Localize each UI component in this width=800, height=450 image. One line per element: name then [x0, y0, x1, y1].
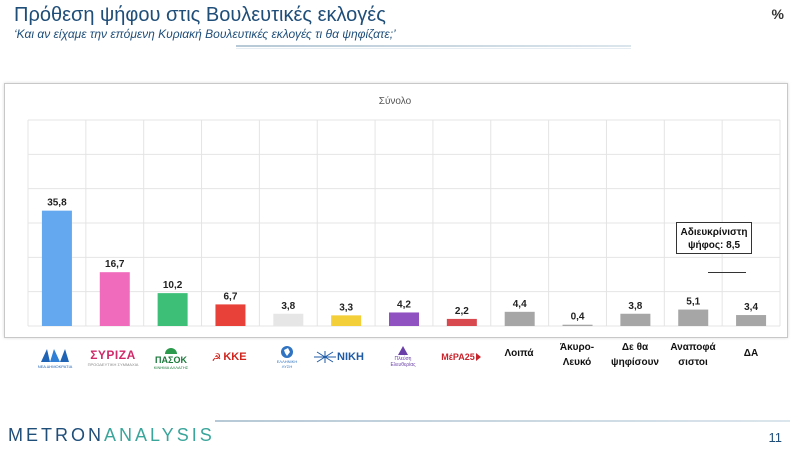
- x-label-akyro-line2: Λευκό: [562, 357, 592, 368]
- bar-4: [215, 304, 246, 326]
- callout-rule: [708, 272, 746, 273]
- bar-10: [562, 324, 593, 326]
- x-label-akyro-line1: Άκυρο-: [559, 342, 595, 353]
- x-label-de-line1: Δε θα: [621, 342, 649, 353]
- mera25-logo-text: ΜέΡΑ25: [441, 352, 475, 362]
- bar-5: [273, 313, 304, 326]
- pasok-logo-text: ΠΑΣΟΚ: [155, 354, 187, 365]
- nd-logo-subtext: ΝΕΑ ΔΗΜΟΚΡΑΤΙΑ: [37, 363, 73, 369]
- chart-bars: [41, 210, 767, 326]
- value-label-6: 3,3: [339, 302, 353, 313]
- pasok-logo: ΠΑΣΟΚ ΚΙΝΗΜΑ ΑΛΛΑΓΗΣ: [142, 340, 200, 374]
- greece-map-icon: [281, 346, 293, 358]
- value-label-12: 5,1: [686, 297, 700, 308]
- x-label-loipa: Λοιπά: [504, 348, 534, 359]
- x-label-de-tha: Δε θα ψηφίσουν: [606, 340, 664, 370]
- brand-part-a: METRON: [8, 425, 104, 445]
- value-label-9: 4,4: [513, 299, 527, 310]
- pasok-logo-subtext: ΚΙΝΗΜΑ ΑΛΛΑΓΗΣ: [153, 364, 189, 370]
- bar-1: [41, 210, 72, 326]
- plefsi-logo: Πλεύση Ελευθερίας: [374, 340, 432, 374]
- value-label-3: 10,2: [163, 280, 183, 291]
- kke-logo-text: ΚΚΕ: [223, 351, 247, 363]
- bar-7: [389, 312, 419, 326]
- mera25-logo: ΜέΡΑ25: [432, 340, 490, 374]
- bar-13: [736, 315, 767, 326]
- x-label-akyro: Άκυρο- Λευκό: [548, 340, 606, 370]
- niki-logo-text: ΝΙΚΗ: [337, 351, 364, 363]
- sail-icon: [398, 346, 408, 355]
- chart-panel: [4, 83, 788, 338]
- value-label-2: 16,7: [105, 259, 125, 270]
- elliniki-lysi-logo: ΕΛΛΗΝΙΚΗ ΛΥΣΗ: [258, 340, 316, 374]
- hammer-sickle-icon: ☭: [211, 351, 222, 364]
- chart-value-labels: 35,8 16,7 10,2 6,7 3,8 3,3 4,2 2,2 4,4 0,4 3,8 5,1 3…: [47, 198, 758, 323]
- footer-rule: [215, 420, 790, 422]
- page-title: Πρόθεση ψήφου στις Βουλευτικές εκλογές: [14, 4, 386, 26]
- unit-label: %: [771, 6, 784, 22]
- syriza-logo: ΣΥΡΙΖΑ ΠΡΟΟΔΕΥΤΙΚΗ ΣΥΜΜΑΧΙΑ: [84, 340, 142, 374]
- syriza-logo-subtext: ΠΡΟΟΔΕΥΤΙΚΗ ΣΥΜΜΑΧΙΑ: [87, 361, 139, 367]
- star-emblem-icon: [314, 351, 337, 363]
- annotation-callout: Αδιευκρίνιστη ψήφος: 8,5: [676, 222, 752, 254]
- bar-3: [157, 293, 188, 326]
- page-number: 11: [768, 430, 783, 445]
- value-label-8: 2,2: [455, 306, 469, 317]
- kke-logo: ☭ ΚΚΕ: [200, 340, 258, 374]
- x-label-da: ΔΑ: [743, 348, 759, 359]
- bar-9: [504, 311, 535, 326]
- value-label-11: 3,8: [628, 301, 642, 312]
- x-label-de-line2: ψηφίσουν: [611, 357, 659, 368]
- value-label-7: 4,2: [397, 299, 411, 310]
- sun-icon: [165, 347, 177, 354]
- x-label-anap-line2: σιστοι: [678, 357, 708, 368]
- brand-logo: METRONANALYSIS: [8, 425, 215, 446]
- brand-part-b: ANALYSIS: [104, 425, 215, 445]
- header-rule: [236, 45, 631, 47]
- bar-8: [446, 318, 477, 326]
- mera25-flag-icon: [475, 353, 481, 361]
- chart-title: Σύνολο: [379, 95, 412, 107]
- header-rule-thin: [236, 48, 631, 49]
- bar-12: [678, 309, 709, 326]
- value-label-10: 0,4: [571, 312, 585, 323]
- el-logo-line2: ΛΥΣΗ: [281, 364, 293, 369]
- value-label-4: 6,7: [224, 291, 238, 302]
- bar-6: [331, 315, 362, 326]
- nd-logo-icon: [41, 348, 69, 362]
- callout-line-2: ψήφος: 8,5: [687, 240, 741, 251]
- callout-line-1: Αδιευκρίνιστη: [680, 227, 748, 238]
- niki-logo: ΝΙΚΗ: [308, 340, 370, 374]
- value-label-13: 3,4: [744, 302, 758, 313]
- plefsi-logo-line2: Ελευθερίας: [390, 362, 416, 368]
- nd-logo: ΝΕΑ ΔΗΜΟΚΡΑΤΙΑ: [26, 340, 84, 374]
- x-label-anap-line1: Αναποφά: [670, 342, 716, 353]
- x-label-anapofasistoi: Αναποφά σιστοι: [664, 340, 722, 370]
- bar-11: [620, 313, 651, 326]
- syriza-logo-text: ΣΥΡΙΖΑ: [90, 347, 136, 362]
- value-label-1: 35,8: [47, 198, 67, 209]
- value-label-5: 3,8: [281, 301, 295, 312]
- page-subtitle: ‘Και αν είχαμε την επόμενη Κυριακή Βουλε…: [14, 27, 396, 41]
- chart-grid: [27, 119, 781, 327]
- el-logo-line1: ΕΛΛΗΝΙΚΗ: [276, 359, 298, 364]
- plefsi-logo-line1: Πλεύση: [394, 356, 412, 362]
- bar-2: [99, 272, 130, 326]
